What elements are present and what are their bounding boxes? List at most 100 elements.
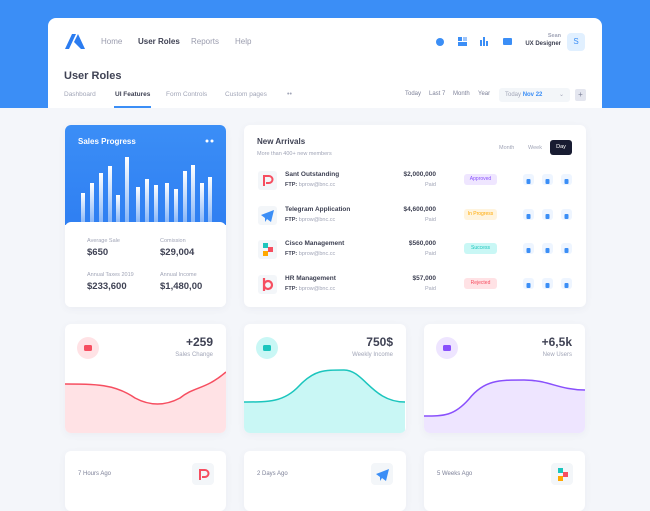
row-name[interactable]: Sant Outstanding [285,171,340,178]
email: bprow@bnc.cc [298,182,336,188]
action-button[interactable] [542,243,553,254]
status-badge: Approved [464,174,497,185]
sparkline [424,337,585,433]
sales-progress-card: Sales Progress Average Sale $650 Comission… [65,125,226,307]
user-role: UX Designer [525,41,561,47]
stat-label: Average Sale [87,238,120,244]
stat-value: +6,5k [541,335,572,349]
stat-card: +6,5k New Users [424,324,585,433]
action-button[interactable] [561,277,572,289]
action-button[interactable] [523,243,534,254]
row-status: Paid [424,251,436,257]
activity-time: 7 Hours Ago [78,471,112,477]
action-button[interactable] [542,174,553,185]
page-tab[interactable]: Custom pages [225,91,267,98]
stat-value: $1,480,00 [160,281,203,292]
activity-time: 5 Weeks Ago [437,471,473,477]
date-select[interactable]: Today Nov 22 ⌄ [499,88,570,102]
ftp-label: FTP: [285,285,298,292]
action-button[interactable] [561,174,572,185]
row-name[interactable]: HR Management [285,274,336,282]
status-badge: Rejected [464,277,497,289]
action-button[interactable] [542,277,553,289]
nav-link[interactable]: User Roles [138,37,180,46]
row-status: Paid [424,182,436,188]
stat-label: New Users [542,352,572,358]
card-subtitle: More than 400+ new members [257,151,332,157]
activity-card: 5 Weeks Ago [424,451,585,511]
activity-card: 2 Days Ago [244,451,406,511]
stat-label: Annual Taxes 2019 [87,272,134,278]
stat-label: Sales Change [175,352,213,358]
sales-progress-body [65,222,226,307]
stat-value: +259 [185,335,213,349]
avatar[interactable]: S [567,33,585,51]
ftp-label: FTP: [285,251,298,257]
row-amount: $57,000 [412,274,437,282]
stat-value: $29,004 [160,247,195,258]
activity-card: 7 Hours Ago [65,451,226,511]
row-amount: $4,600,000 [403,205,436,213]
action-button[interactable] [542,208,553,220]
filter-button[interactable]: Month [453,91,470,97]
row-status: Paid [424,216,436,223]
tab-underline [114,106,151,108]
stat-card: +259 Sales Change [65,324,226,433]
sales-progress-banner [65,125,226,225]
stat-label: Comission [160,238,186,244]
status-badge: In Progress [464,208,497,220]
filter-button[interactable]: Year [478,91,491,97]
sparkline [244,337,406,433]
nav-link[interactable]: Help [235,37,252,46]
page-tab[interactable]: Form Controls [166,91,208,98]
activity-icon [551,463,573,485]
action-button[interactable] [561,208,572,220]
nav-link[interactable]: Reports [191,37,220,46]
stat-value: $233,600 [87,281,127,292]
date-value: Nov 22 [522,92,543,98]
nav-link[interactable]: Home [101,37,123,46]
logo[interactable] [65,34,85,49]
row-icon [258,205,277,225]
card-title: New Arrivals [257,137,306,146]
period-tab[interactable]: Week [528,145,542,151]
filter-button[interactable]: Last 7 [429,91,446,97]
action-button[interactable] [523,174,534,185]
page-title: User Roles [64,70,122,82]
stat-value: 750$ [366,335,393,349]
ftp-label: FTP: [285,216,298,223]
activity-time: 2 Days Ago [257,471,288,477]
row-icon [258,171,277,190]
row-ftp: FTP: bprow@bnc.cc [285,286,335,292]
add-button[interactable]: + [575,89,586,101]
new-arrivals-card: New Arrivals More than 400+ new members … [244,125,586,307]
email: bprow@bnc.cc [298,251,336,257]
row-name[interactable]: Telegram Application [285,205,351,213]
page-tab[interactable]: UI Features [115,91,151,98]
page-tab[interactable]: Dashboard [64,91,96,98]
stat-value: $650 [87,247,109,258]
filter-button[interactable]: Today [405,91,422,97]
period-tab[interactable]: Month [499,145,515,151]
email: bprow@bnc.cc [298,285,336,292]
row-amount: $560,000 [408,240,436,247]
chevron: ⌄ [558,92,564,98]
email: bprow@bnc.cc [298,216,336,223]
more-tabs[interactable]: •• [287,91,292,98]
activity-icon [192,463,214,485]
action-button[interactable] [523,277,534,289]
action-button[interactable] [561,243,572,254]
row-ftp: FTP: bprow@bnc.cc [285,182,335,188]
row-status: Paid [424,285,436,292]
sparkline [65,337,226,433]
row-icon [258,240,277,259]
row-name[interactable]: Cisco Management [285,240,345,247]
toolbar-icons[interactable] [434,36,524,48]
ftp-label: FTP: [285,182,298,188]
period-tab[interactable]: Day [550,140,572,155]
stat-card: 750$ Weekly Income [244,324,406,433]
row-ftp: FTP: bprow@bnc.cc [285,251,335,257]
row-icon [258,274,277,294]
action-button[interactable] [523,208,534,220]
